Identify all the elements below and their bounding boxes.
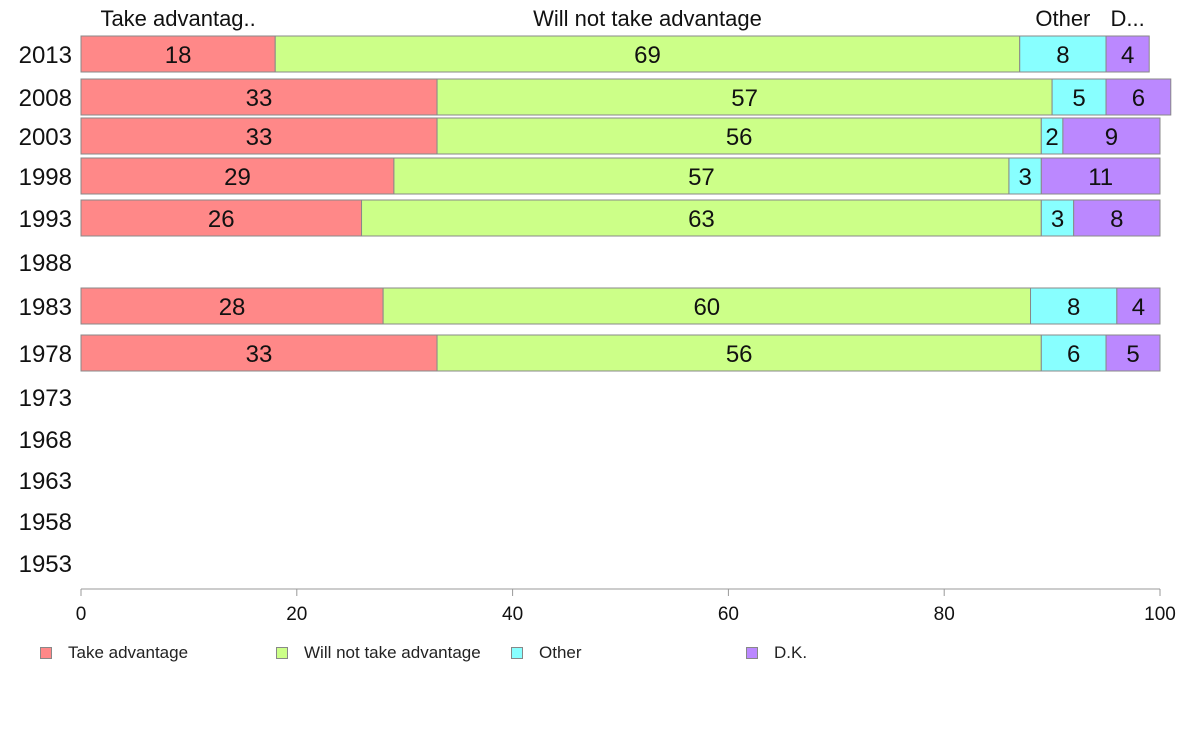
x-tick-label: 100	[1144, 604, 1176, 625]
data-label: 8	[1067, 294, 1080, 321]
data-label: 6	[1067, 341, 1080, 368]
bar-segment	[1062, 117, 1161, 155]
bar-segment	[274, 35, 1021, 73]
category-label: 1968	[19, 427, 72, 454]
series-header: Will not take advantage	[533, 6, 762, 31]
legend: Take advantage Will not take advantage Oth…	[0, 642, 1188, 666]
bar-segment	[1030, 287, 1118, 325]
series-header: Take advantag..	[100, 6, 255, 31]
data-label: 63	[688, 206, 715, 233]
bar-segment	[1105, 35, 1150, 73]
legend-swatch	[276, 647, 288, 659]
legend-item: Will not take advantage	[276, 642, 481, 664]
category-label: 1953	[19, 551, 72, 578]
x-tick-label: 60	[718, 604, 739, 625]
category-label: 1963	[19, 468, 72, 495]
bar-segment	[1008, 157, 1042, 195]
bar-segment	[361, 199, 1042, 237]
x-tick-label: 0	[76, 604, 87, 625]
category-label: 1998	[19, 164, 72, 191]
bar-segment	[436, 117, 1042, 155]
data-label: 33	[246, 124, 273, 151]
bar-segment	[80, 334, 438, 372]
category-label: 1993	[19, 206, 72, 233]
data-label: 69	[634, 42, 661, 69]
category-label: 1983	[19, 294, 72, 321]
data-label: 6	[1132, 85, 1145, 112]
legend-label: Will not take advantage	[304, 643, 481, 662]
legend-label: Other	[539, 643, 582, 662]
data-label: 26	[208, 206, 235, 233]
legend-swatch	[40, 647, 52, 659]
data-label: 18	[165, 42, 192, 69]
x-tick-label: 20	[286, 604, 307, 625]
bar-segment	[80, 117, 438, 155]
bar-segment	[436, 78, 1053, 116]
legend-swatch	[746, 647, 758, 659]
category-label: 1978	[19, 341, 72, 368]
data-label: 33	[246, 85, 273, 112]
data-label: 60	[693, 294, 720, 321]
category-label: 1958	[19, 509, 72, 536]
legend-item: D.K.	[746, 642, 807, 664]
bar-segment	[1019, 35, 1107, 73]
data-label: 11	[1088, 164, 1113, 191]
data-label: 29	[224, 164, 251, 191]
data-label: 28	[219, 294, 246, 321]
bar-segment	[80, 35, 276, 73]
bar-segment	[1105, 334, 1161, 372]
bar-segment	[393, 157, 1010, 195]
legend-item: Other	[511, 642, 582, 664]
data-label: 5	[1126, 341, 1139, 368]
bar-segment	[1073, 199, 1161, 237]
data-label: 8	[1110, 206, 1123, 233]
series-header: D...	[1111, 6, 1145, 31]
bar-segment	[1051, 78, 1107, 116]
bar-segment	[1040, 199, 1075, 237]
bar-segment	[1116, 287, 1161, 325]
bar-segment	[80, 78, 438, 116]
data-label: 9	[1105, 124, 1118, 151]
data-label: 56	[726, 341, 753, 368]
legend-item: Take advantage	[40, 642, 188, 664]
category-label: 2008	[19, 85, 72, 112]
data-label: 4	[1121, 42, 1134, 69]
data-label: 4	[1132, 294, 1145, 321]
data-label: 2	[1045, 124, 1058, 151]
legend-swatch	[511, 647, 523, 659]
data-label: 57	[688, 164, 715, 191]
category-label: 2003	[19, 124, 72, 151]
data-label: 5	[1072, 85, 1085, 112]
series-header: Other	[1035, 6, 1090, 31]
category-label: 1973	[19, 385, 72, 412]
data-label: 57	[731, 85, 758, 112]
legend-label: D.K.	[774, 643, 808, 662]
data-label: 3	[1051, 206, 1064, 233]
bar-segment	[1040, 334, 1107, 372]
x-tick-label: 40	[502, 604, 523, 625]
data-label: 56	[726, 124, 753, 151]
data-label: 33	[246, 341, 273, 368]
category-label: 2013	[19, 42, 72, 69]
legend-label: Take advantage	[68, 643, 189, 662]
stacked-bar-chart: 2013200820031998199319881983197819731968…	[19, 6, 1176, 625]
bar-segment	[436, 334, 1042, 372]
bar-segment	[1040, 157, 1161, 195]
category-label: 1988	[19, 250, 72, 277]
data-label: 3	[1018, 164, 1031, 191]
bar-segment	[80, 287, 384, 325]
x-tick-label: 80	[934, 604, 955, 625]
data-label: 8	[1056, 42, 1069, 69]
bar-segment	[80, 157, 395, 195]
bar-segment	[80, 199, 363, 237]
bar-segment	[382, 287, 1032, 325]
bar-segment	[1105, 78, 1172, 116]
